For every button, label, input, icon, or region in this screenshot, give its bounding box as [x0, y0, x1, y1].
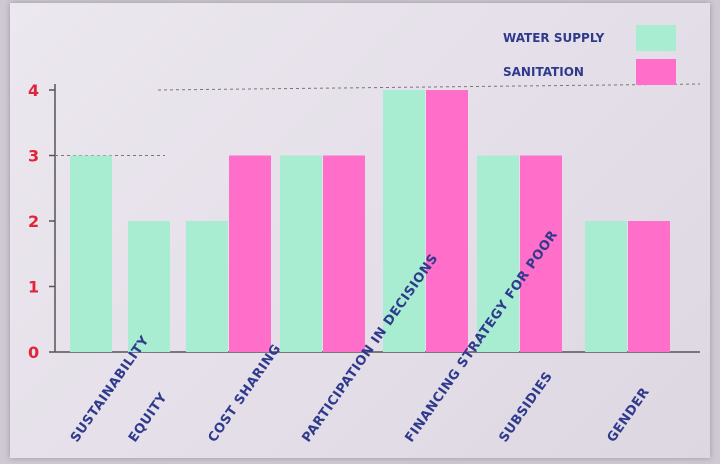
y-tick-label: 0 [28, 343, 39, 362]
legend-swatch-water-supply [636, 25, 676, 51]
bar-water-supply-financing-strategy-for-poor [383, 90, 425, 352]
y-tick-labels: 0 1 2 3 4 [28, 81, 39, 362]
bar-sanitation-subsidies [520, 155, 562, 352]
bar-water-supply-subsidies [477, 155, 519, 352]
y-tick-label: 3 [28, 147, 39, 166]
legend-label-water-supply: WATER SUPPLY [503, 31, 605, 45]
legend-label-sanitation: SANITATION [503, 65, 584, 79]
x-label-subsidies: SUBSIDIES [496, 369, 556, 445]
legend: WATER SUPPLY SANITATION [503, 25, 676, 85]
x-label-cost-sharing: COST SHARING [205, 342, 284, 446]
reference-line-4 [157, 83, 701, 91]
bar-water-supply-cost-sharing [186, 221, 228, 352]
bar-sanitation-cost-sharing [229, 155, 271, 352]
bar-water-supply-sustainability [70, 155, 112, 352]
x-label-equity: EQUITY [126, 390, 171, 445]
bar-water-supply-gender [585, 221, 627, 352]
x-label-gender: GENDER [604, 385, 652, 445]
bar-water-supply-participation-in-decisions [280, 155, 322, 352]
y-tick-label: 1 [28, 278, 39, 297]
y-tick-label: 2 [28, 212, 39, 231]
bars [70, 90, 670, 352]
y-tick-label: 4 [28, 81, 39, 100]
bar-sanitation-participation-in-decisions [323, 155, 365, 352]
bar-sanitation-gender [628, 221, 670, 352]
bar-sanitation-financing-strategy-for-poor [426, 90, 468, 352]
bar-water-supply-equity [128, 221, 170, 352]
legend-swatch-sanitation [636, 59, 676, 85]
